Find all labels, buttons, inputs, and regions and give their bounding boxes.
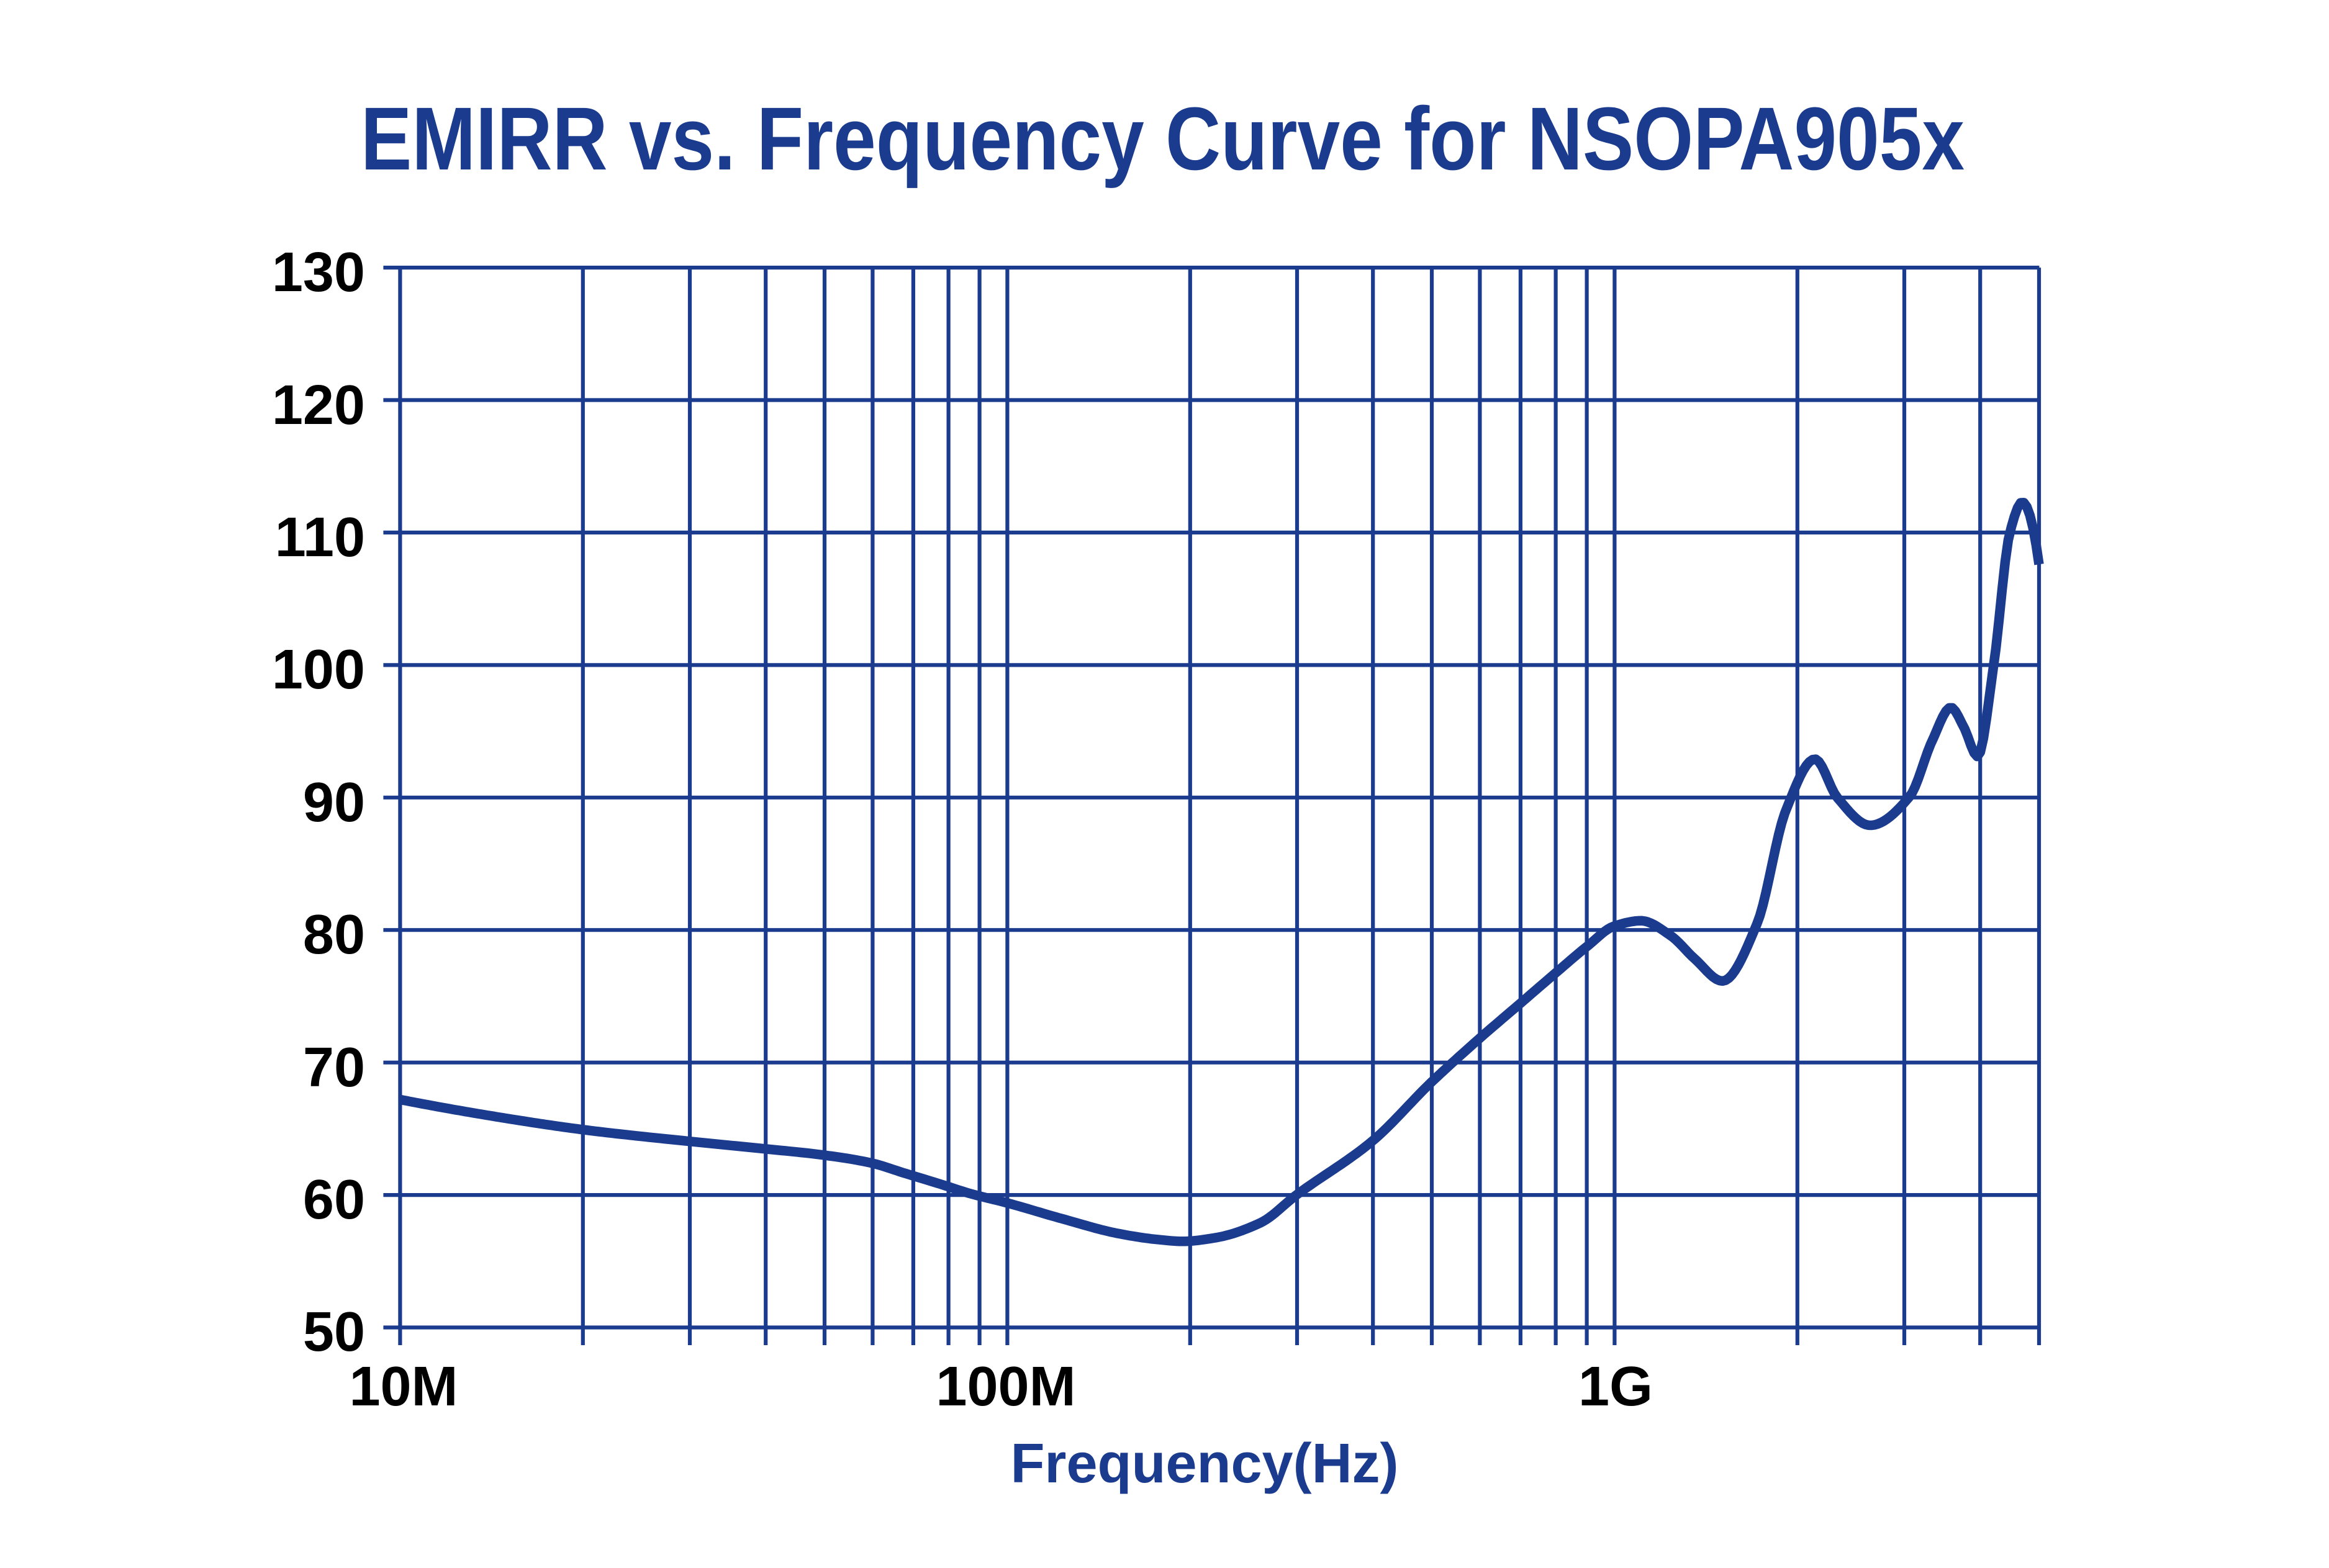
svg-text:100M: 100M [936, 1356, 1075, 1418]
svg-text:70: 70 [303, 1037, 365, 1099]
svg-text:50: 50 [303, 1301, 365, 1363]
svg-text:120: 120 [272, 374, 365, 436]
svg-text:EMIRR vs. Frequency Curve for: EMIRR vs. Frequency Curve for NSOPA905x [361, 89, 1965, 189]
svg-text:1G: 1G [1578, 1356, 1653, 1418]
svg-text:Frequency(Hz): Frequency(Hz) [1010, 1433, 1398, 1495]
svg-text:130: 130 [272, 241, 365, 304]
svg-text:80: 80 [303, 904, 365, 966]
svg-text:110: 110 [275, 507, 365, 569]
svg-text:100: 100 [272, 639, 365, 701]
svg-text:10M: 10M [349, 1356, 458, 1418]
svg-text:90: 90 [303, 772, 365, 834]
svg-text:60: 60 [303, 1169, 365, 1231]
